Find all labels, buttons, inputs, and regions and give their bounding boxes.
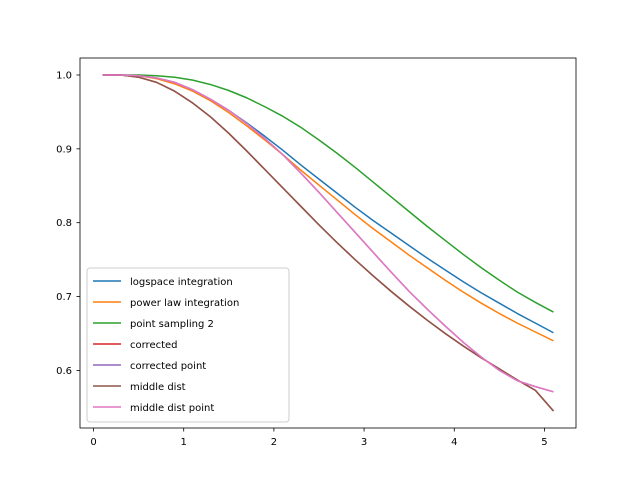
legend: logspace integration power law integratio… xyxy=(86,267,290,423)
x-tick-label: 4 xyxy=(451,437,457,448)
legend-box xyxy=(86,267,290,423)
series-line-6 xyxy=(102,74,554,393)
x-axis: 0 1 2 3 4 5 xyxy=(90,428,548,448)
legend-label: middle dist point xyxy=(130,403,214,414)
y-tick-label: 1.0 xyxy=(56,70,72,81)
y-tick-label: 0.8 xyxy=(56,218,72,229)
y-tick-label: 0.7 xyxy=(56,292,72,303)
x-tick-label: 5 xyxy=(541,437,547,448)
x-tick-label: 2 xyxy=(271,437,277,448)
plot-frame xyxy=(79,57,577,429)
legend-label: power law integration xyxy=(130,298,239,309)
legend-label: point sampling 2 xyxy=(130,319,214,330)
series-line-1 xyxy=(102,74,554,342)
x-tick-label: 0 xyxy=(90,437,96,448)
legend-label: logspace integration xyxy=(130,277,233,288)
series-layer xyxy=(102,74,555,412)
x-tick-label: 3 xyxy=(361,437,367,448)
legend-label: middle dist xyxy=(130,382,186,393)
y-axis: 0.6 0.7 0.8 0.9 1.0 xyxy=(56,70,80,377)
y-tick-label: 0.6 xyxy=(56,366,72,377)
series-line-5 xyxy=(102,74,555,412)
series-line-2 xyxy=(102,74,554,313)
y-tick-label: 0.9 xyxy=(56,144,72,155)
x-tick-label: 1 xyxy=(181,437,187,448)
legend-label: corrected xyxy=(130,340,178,351)
legend-label: corrected point xyxy=(130,361,206,372)
